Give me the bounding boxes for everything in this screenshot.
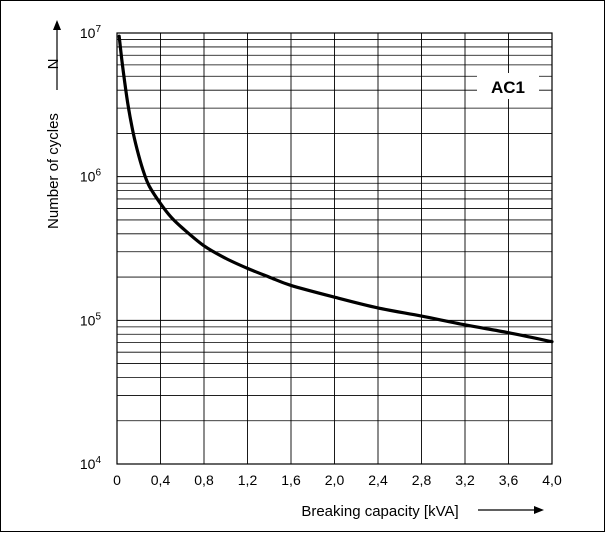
x-tick-label: 2,4 <box>368 472 388 488</box>
x-tick-label: 2,8 <box>412 472 432 488</box>
y-axis-label: Number of cycles <box>45 113 62 229</box>
x-axis-label: Breaking capacity [kVA] <box>301 503 458 520</box>
y-axis-symbol: N <box>45 59 62 70</box>
curve-label: AC1 <box>491 78 525 97</box>
y-tick-label: 105 <box>80 311 102 328</box>
x-tick-label: 3,6 <box>499 472 519 488</box>
y-tick-label: 107 <box>80 24 102 41</box>
y-tick-label: 106 <box>80 168 102 185</box>
x-tick-label: 1,2 <box>238 472 258 488</box>
x-tick-label: 3,2 <box>455 472 475 488</box>
y-tick-label: 104 <box>80 455 102 472</box>
x-tick-label: 1,6 <box>281 472 301 488</box>
x-tick-label: 0,4 <box>151 472 171 488</box>
x-tick-label: 0,8 <box>194 472 214 488</box>
x-tick-label: 0 <box>113 472 121 488</box>
curve-label-bg <box>477 73 539 99</box>
x-tick-label: 4,0 <box>542 472 562 488</box>
x-axis-arrow-head <box>534 506 544 514</box>
series-curve-ac1 <box>117 34 554 344</box>
ticks: 0 0,4 0,8 1,2 1,6 2,0 2,4 2,8 3,2 3,6 4,0 104 105 106… <box>80 24 562 488</box>
y-axis-arrow-head <box>53 20 61 30</box>
x-tick-label: 2,0 <box>325 472 345 488</box>
plot-area-border <box>116 32 553 465</box>
